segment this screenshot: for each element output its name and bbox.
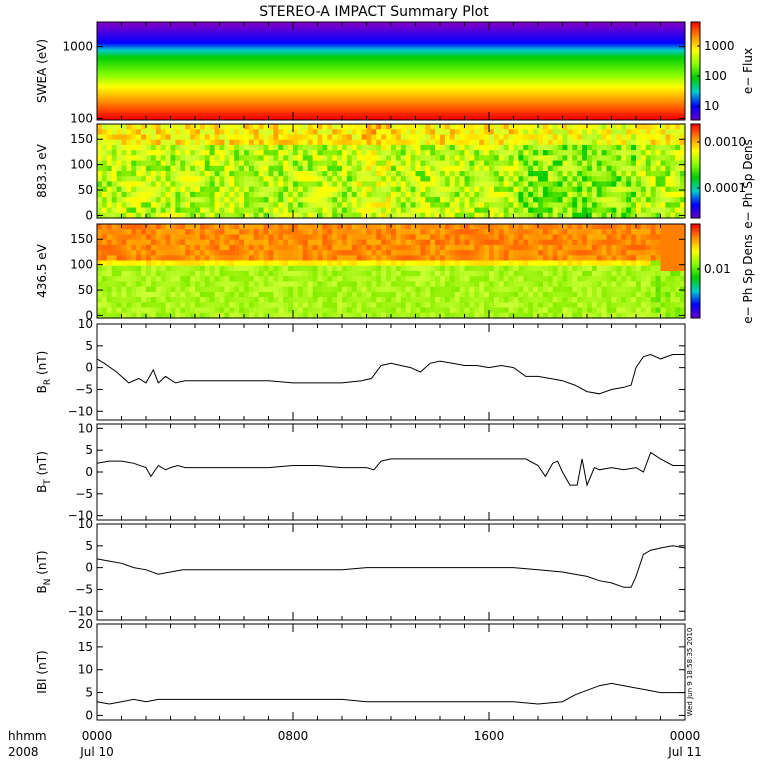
pad883-ytick-label: 0 [85,208,93,222]
bmag-ytick-label: 5 [85,686,93,700]
br-ytick-label: 10 [78,317,93,331]
swea-colorbar-tick-label: 10 [704,99,719,113]
pad436-colorbar-tick-label: 0.01 [704,262,731,276]
pad436-colorbar [690,223,701,319]
pad883-ytick-label: 50 [78,183,93,197]
bn-ytick-label: 10 [78,517,93,531]
pad436-spectrogram [97,224,686,319]
pad883-colorbar-tick-label: 0.0001 [704,181,746,195]
pad436-ytick-label: 100 [70,258,93,272]
swea-colorbar [690,21,701,121]
br-ytick-label: −10 [68,404,93,418]
bn-ytick-label: 5 [85,539,93,553]
date-label-start: Jul 10 [79,745,114,759]
bmag-ytick-label: 0 [85,708,93,722]
pad883-spectrogram [97,124,686,219]
bt-series-line [96,451,685,487]
br-ytick-label: 0 [85,361,93,375]
swea-spectrogram [97,22,685,120]
pad883-ytick-label: 100 [70,158,93,172]
br-ytick-label: −5 [75,382,93,396]
br-frame [96,323,686,421]
panel-bn: 10 5 0 −5 −10 BN (nT) [35,517,686,621]
bn-ylabel: BN (nT) [35,550,53,593]
bn-frame [96,523,686,621]
swea-colorbar-tick-label: 1000 [704,39,735,53]
bmag-ylabel: IBI (nT) [35,650,49,693]
figure-title: STEREO-A IMPACT Summary Plot [259,4,489,20]
bmag-frame [96,623,686,721]
bt-frame [96,423,686,521]
bt-ytick-label: 10 [78,421,93,435]
bmag-ytick-label: 10 [78,663,93,677]
time-tick-label: 0000 [670,729,701,743]
swea-colorbar-tick-label: 100 [704,69,727,83]
bt-ytick-label: −5 [75,487,93,501]
swea-ylabel: SWEA (eV) [35,39,49,103]
pad883-ytick-label: 150 [70,132,93,146]
pad883-colorbar-label: e− Ph Sp Dens [741,139,755,228]
time-tick-label: 1600 [474,729,505,743]
date-label-end: Jul 11 [667,745,702,759]
bn-series-line [96,545,686,588]
bt-ylabel: BT (nT) [35,451,53,493]
swea-ytick-label: 1000 [62,40,93,54]
pad436-ytick-label: 150 [70,232,93,246]
bn-ytick-label: −5 [75,582,93,596]
bt-ytick-label: 5 [85,443,93,457]
bmag-series-line [96,682,685,705]
br-ylabel: BR (nT) [35,351,53,394]
bmag-ytick-label: 20 [78,617,93,631]
bt-ytick-label: 0 [85,465,93,479]
pad436-ylabel: 436.5 eV [35,243,49,298]
time-axis: 0000 0800 1600 0000 Jul 10 Jul 11 [79,729,702,759]
pad436-colorbar-label: e− Ph Sp Dens [741,234,755,323]
br-ytick-label: 5 [85,339,93,353]
pad436-ytick-label: 0 [85,308,93,322]
panel-bmag: 20 15 10 5 0 IBI (nT) [35,617,686,722]
time-tick-label: 0800 [278,729,309,743]
timestamp-stamp: Wed Jun 9 18:58:35 2010 [686,628,694,717]
pad436-ytick-label: 50 [78,283,93,297]
time-tick-label: 0000 [82,729,113,743]
panel-bt: 10 5 0 −5 −10 BT (nT) [35,421,686,523]
pad883-ylabel: 883.3 eV [35,143,49,198]
panel-swea: 1000 100 SWEA (eV) 1000 100 10 e− Flux [35,21,755,125]
bn-ytick-label: −10 [68,604,93,618]
swea-colorbar-label: e− Flux [741,48,755,94]
time-axis-left-label: hhmm [8,729,47,743]
bn-ytick-label: 0 [85,561,93,575]
pad883-colorbar-tick-label: 0.0010 [704,135,746,149]
pad883-colorbar [690,123,701,219]
panel-br: 10 5 0 −5 −10 BR (nT) [35,317,686,421]
br-series-line [96,353,685,395]
panel-pad436: 150 100 50 0 436.5 eV 0.01 e− Ph Sp Dens [35,223,755,324]
swea-ytick-label: 100 [70,111,93,125]
bmag-ytick-label: 15 [78,640,93,654]
time-axis-year-label: 2008 [8,745,39,759]
bt-ytick-label: −10 [68,509,93,523]
